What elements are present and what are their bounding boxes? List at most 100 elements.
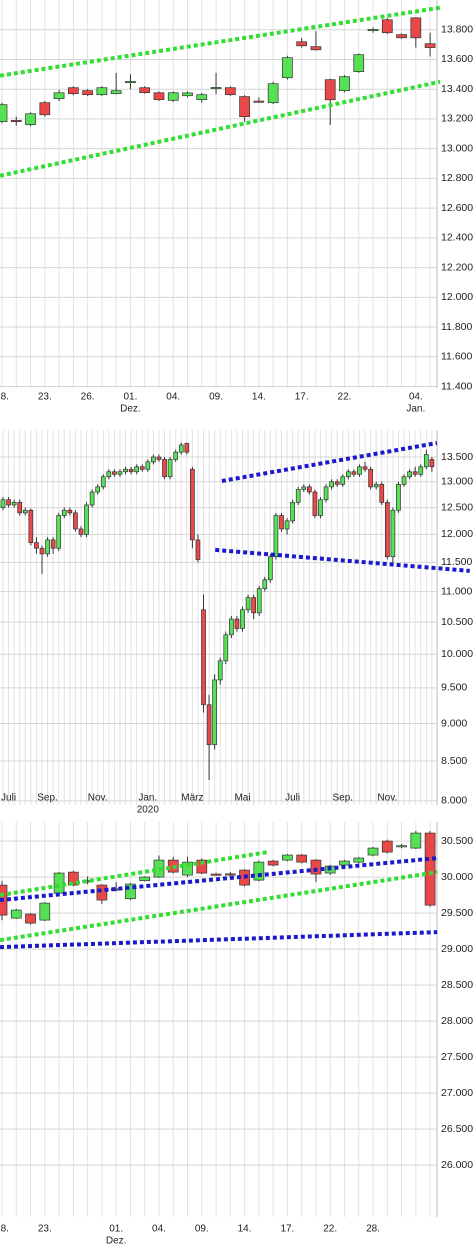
y-tick-label: 26.500 [441, 1123, 473, 1135]
candle-body [162, 459, 167, 478]
candle-body [429, 459, 435, 468]
y-tick-label: 27.500 [441, 1051, 473, 1063]
candle-body [329, 481, 334, 488]
candle-body [381, 840, 393, 853]
y-tick-label: 13.600 [441, 53, 473, 65]
candle-body [173, 451, 179, 460]
y-tick-label: 8.000 [441, 795, 467, 807]
y-tick-label: 11.400 [441, 380, 472, 392]
trend-line [0, 79, 441, 178]
candle-body [134, 466, 140, 473]
candle-body [210, 873, 222, 876]
candle-body [139, 876, 151, 882]
candle-body [353, 54, 365, 73]
candle-body [310, 859, 322, 875]
candle-body [84, 504, 89, 535]
y-tick-label: 13.000 [441, 142, 473, 154]
x-tick-sublabel: Jan. [406, 404, 425, 415]
y-tick-label: 11.000 [441, 585, 472, 597]
x-tick-label: 09. [195, 1224, 209, 1235]
candle-body [6, 499, 11, 506]
x-tick-label: 17. [280, 1224, 294, 1235]
candle-body [96, 884, 108, 901]
candle-body [196, 94, 208, 100]
candle-body [96, 87, 108, 96]
candle-body [424, 832, 436, 906]
x-tick-label: Nov. [88, 793, 108, 804]
y-tick-label: 30.000 [441, 871, 473, 883]
x-tick-label: 22. [338, 392, 352, 403]
candle-body [229, 618, 234, 636]
x-tick-label: Sep. [37, 793, 58, 804]
x-tick-sublabel: Dez. [106, 1236, 127, 1247]
x-tick-label: 04. [166, 392, 180, 403]
candle-body [379, 483, 385, 503]
candle-body [95, 486, 101, 493]
candle-body [295, 489, 301, 503]
candle-body [39, 547, 45, 555]
candle-body [82, 90, 93, 96]
candle-body [67, 509, 73, 514]
candle-body [22, 509, 28, 514]
candle-body [353, 857, 365, 863]
y-tick-label: 26.000 [441, 1159, 473, 1171]
candle-body [39, 102, 51, 116]
candle-body [100, 476, 106, 488]
candle-body [156, 456, 162, 460]
x-tick-label: Jan. [138, 793, 157, 804]
y-tick-label: 29.000 [441, 943, 473, 955]
candle-body [110, 90, 122, 95]
x-tick-label: 18. [0, 392, 9, 403]
trend-line [0, 930, 438, 950]
candle-body [253, 100, 265, 103]
candle-body [282, 57, 293, 79]
candle-body [178, 444, 184, 453]
candle-body [240, 609, 245, 629]
y-tick-label: 10.500 [441, 616, 473, 628]
candle-body [139, 87, 151, 93]
y-tick-label: 13.400 [441, 83, 473, 95]
candle-body [401, 476, 407, 485]
candle-body [117, 471, 123, 475]
trend-line [0, 5, 441, 78]
candle-body [50, 539, 56, 549]
candle-body [282, 854, 293, 861]
candle-body [324, 79, 336, 101]
x-tick-label: 04. [152, 1224, 166, 1235]
candle-body [153, 92, 165, 100]
x-tick-label: Sep. [332, 793, 353, 804]
candle-body [67, 87, 79, 95]
candle-body [267, 860, 279, 866]
trend-line [0, 856, 438, 903]
x-tick-label: 17. [295, 392, 309, 403]
candle-body [45, 539, 50, 555]
y-tick-label: 9.000 [441, 717, 467, 729]
y-tick-label: 12.200 [441, 261, 473, 273]
candle-body [396, 483, 401, 511]
candle-body [262, 579, 268, 589]
candle-body [39, 902, 51, 921]
candle-body [245, 597, 251, 611]
candlestick-chart: 30.500 30.000 29.500 29.000 28.500 28.000 27.5… [0, 822, 473, 1247]
candle-body [73, 512, 78, 530]
y-tick-label: 12.800 [441, 172, 473, 184]
candle-body [125, 81, 136, 84]
x-tick-label: 18. [0, 1224, 9, 1235]
candle-body [212, 679, 218, 746]
candle-body [223, 634, 229, 662]
y-tick-label: 12.500 [441, 501, 473, 513]
x-tick-label: 04. [409, 392, 423, 403]
candle-body [410, 17, 422, 39]
x-tick-label: 01. [123, 392, 137, 403]
candle-body [196, 859, 208, 874]
candle-body [128, 468, 134, 473]
x-tick-label: Juli [1, 793, 16, 804]
y-tick-label: 8.500 [441, 755, 467, 767]
candle-body [423, 454, 429, 468]
y-tick-label: 12.000 [441, 528, 473, 540]
candle-body [123, 468, 128, 473]
y-tick-label: 10.000 [441, 648, 473, 660]
candle-body [318, 499, 323, 516]
candle-body [334, 481, 340, 485]
